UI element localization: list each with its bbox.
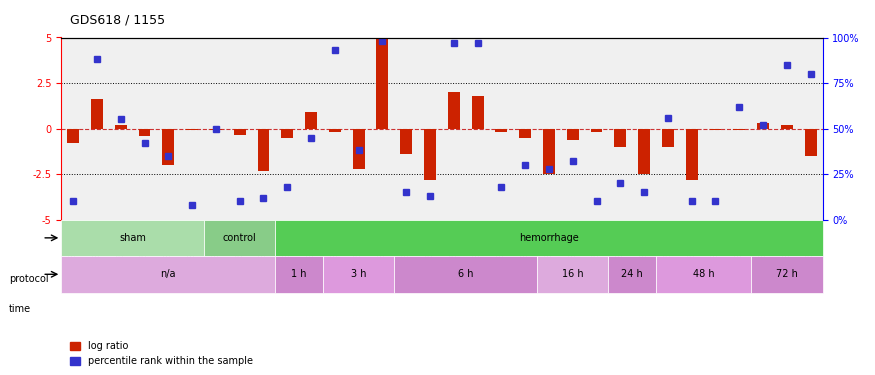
Bar	[186, 129, 198, 130]
Bar	[281, 129, 293, 138]
Bar	[757, 123, 769, 129]
FancyBboxPatch shape	[537, 256, 608, 292]
FancyBboxPatch shape	[608, 256, 656, 292]
Text: 3 h: 3 h	[351, 269, 367, 279]
Text: sham: sham	[119, 233, 146, 243]
Text: time: time	[9, 304, 31, 314]
Bar	[805, 129, 816, 156]
FancyBboxPatch shape	[751, 256, 822, 292]
FancyBboxPatch shape	[61, 220, 204, 256]
Bar	[353, 129, 365, 169]
Bar	[424, 129, 436, 180]
Bar	[163, 129, 174, 165]
Bar	[519, 129, 531, 138]
Text: GDS618 / 1155: GDS618 / 1155	[70, 13, 165, 26]
Bar	[67, 129, 79, 143]
Bar	[448, 92, 459, 129]
Bar	[115, 125, 127, 129]
FancyBboxPatch shape	[276, 220, 822, 256]
Text: 1 h: 1 h	[291, 269, 307, 279]
FancyBboxPatch shape	[204, 220, 276, 256]
Bar	[257, 129, 270, 171]
Bar	[591, 129, 603, 132]
Legend: log ratio, percentile rank within the sample: log ratio, percentile rank within the sa…	[66, 338, 256, 370]
FancyBboxPatch shape	[656, 256, 751, 292]
Bar	[733, 129, 746, 130]
Bar	[138, 129, 150, 136]
Bar	[305, 112, 317, 129]
FancyBboxPatch shape	[395, 256, 537, 292]
Bar	[710, 129, 721, 130]
Bar	[91, 99, 103, 129]
Bar	[210, 129, 222, 130]
Text: 6 h: 6 h	[458, 269, 473, 279]
Text: control: control	[223, 233, 256, 243]
FancyBboxPatch shape	[61, 256, 276, 292]
Text: 16 h: 16 h	[562, 269, 584, 279]
Bar	[662, 129, 674, 147]
Bar	[638, 129, 650, 174]
Bar	[376, 39, 388, 129]
Text: 72 h: 72 h	[776, 269, 798, 279]
Bar	[614, 129, 626, 147]
FancyBboxPatch shape	[323, 256, 395, 292]
Text: 24 h: 24 h	[621, 269, 643, 279]
Bar	[567, 129, 578, 140]
Text: protocol: protocol	[9, 274, 48, 284]
Text: n/a: n/a	[160, 269, 176, 279]
Text: hemorrhage: hemorrhage	[519, 233, 578, 243]
Bar	[780, 125, 793, 129]
Bar	[686, 129, 697, 180]
Bar	[495, 129, 507, 132]
FancyBboxPatch shape	[276, 256, 323, 292]
Bar	[472, 96, 484, 129]
Bar	[329, 129, 340, 132]
Bar	[543, 129, 555, 174]
Bar	[234, 129, 246, 135]
Text: 48 h: 48 h	[693, 269, 714, 279]
Bar	[400, 129, 412, 154]
